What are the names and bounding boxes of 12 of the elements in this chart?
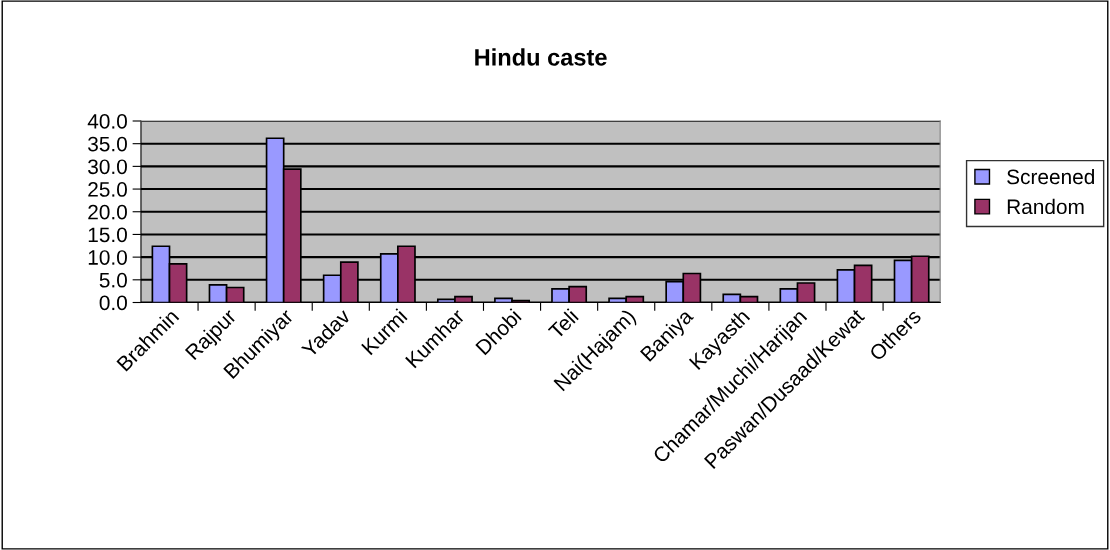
y-tick-label: 25.0	[88, 182, 127, 197]
y-tick-label: 5.0	[99, 272, 127, 288]
y-tick-label: 40.0	[87, 114, 127, 129]
y-tick-label: 35.0	[88, 136, 127, 152]
y-tick-label: 20.0	[88, 204, 127, 220]
y-tick-label: 10.0	[88, 250, 127, 265]
y-tick-label: 0.0	[99, 295, 127, 311]
legend-label: Screened	[1007, 168, 1094, 185]
legend-label: Random	[1007, 198, 1084, 215]
y-tick-label: 15.0	[88, 227, 127, 243]
chart-title: Hindu caste	[475, 48, 607, 66]
y-tick-label: 30.0	[88, 159, 127, 175]
